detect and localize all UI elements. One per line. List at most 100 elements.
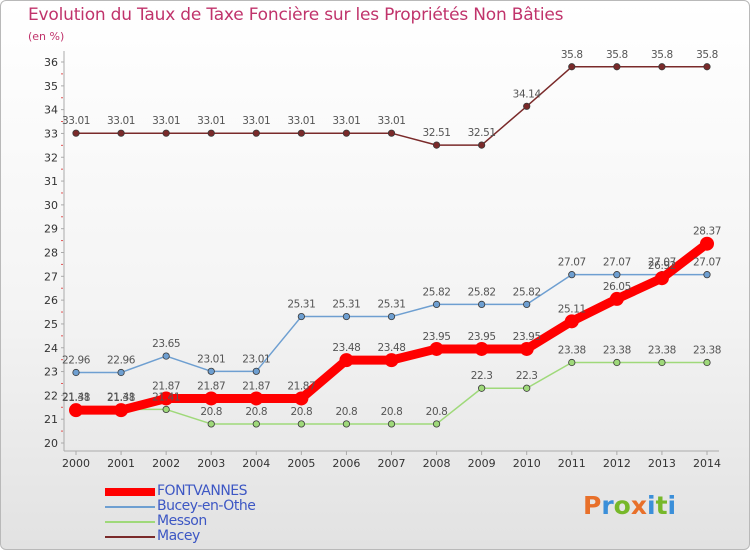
data-point-fontvannes xyxy=(474,341,489,356)
x-tick-label: 2011 xyxy=(558,457,586,470)
logo-letter: P xyxy=(583,491,602,520)
y-tick-label: 36 xyxy=(44,56,58,69)
data-point-macey xyxy=(252,129,260,137)
data-point-messon xyxy=(478,384,486,392)
data-label-messon: 23.38 xyxy=(693,345,721,357)
legend-label-macey: Macey xyxy=(157,528,200,544)
data-point-bucey-en-othe xyxy=(703,271,711,279)
x-tick-label: 2006 xyxy=(332,457,360,470)
y-tick-label: 34 xyxy=(44,104,58,117)
data-label-macey: 35.8 xyxy=(561,49,583,61)
y-tick-label: 33 xyxy=(44,127,58,140)
data-label-fontvannes: 26.92 xyxy=(648,260,676,272)
data-label-macey: 33.01 xyxy=(107,115,135,127)
legend-swatch-messon xyxy=(105,521,155,523)
data-label-messon: 23.38 xyxy=(648,345,676,357)
data-label-messon: 20.8 xyxy=(381,406,403,418)
data-point-fontvannes xyxy=(609,291,624,306)
x-tick-label: 2012 xyxy=(603,457,631,470)
data-point-bucey-en-othe xyxy=(478,300,486,309)
data-point-bucey-en-othe xyxy=(568,271,576,279)
data-label-bucey-en-othe: 25.31 xyxy=(377,299,405,311)
data-point-bucey-en-othe xyxy=(252,367,260,375)
x-tick-label: 2014 xyxy=(693,457,721,470)
unit-label: (en %) xyxy=(28,30,65,43)
data-label-macey: 33.01 xyxy=(197,115,225,127)
data-label-bucey-en-othe: 22.96 xyxy=(107,355,136,367)
data-label-macey: 32.51 xyxy=(423,127,451,139)
data-label-bucey-en-othe: 25.82 xyxy=(423,286,451,298)
data-point-messon xyxy=(703,358,711,367)
data-point-messon xyxy=(523,384,531,392)
logo-letter: i xyxy=(667,491,677,520)
data-label-fontvannes: 26.05 xyxy=(603,281,631,293)
data-point-macey xyxy=(658,63,666,71)
data-label-macey: 33.01 xyxy=(332,115,360,127)
x-tick-label: 2009 xyxy=(468,457,496,470)
data-label-fontvannes: 23.95 xyxy=(468,331,496,343)
legend-label-bucey-en-othe: Bucey-en-Othe xyxy=(157,498,256,514)
x-tick-label: 2007 xyxy=(378,457,406,470)
data-label-bucey-en-othe: 23.01 xyxy=(197,353,225,365)
y-tick-label: 21 xyxy=(44,413,58,426)
y-tick-label: 27 xyxy=(44,270,58,283)
x-tick-label: 2008 xyxy=(423,457,451,470)
data-label-messon: 21.41 xyxy=(62,391,90,403)
data-label-bucey-en-othe: 27.07 xyxy=(648,257,676,269)
data-label-messon: 22.3 xyxy=(471,370,493,382)
logo-letter: r xyxy=(601,491,614,520)
data-point-macey xyxy=(207,129,215,137)
data-label-fontvannes: 21.38 xyxy=(62,392,90,404)
data-label-bucey-en-othe: 25.82 xyxy=(513,286,541,298)
data-label-messon: 20.8 xyxy=(290,406,312,418)
y-tick-label: 22 xyxy=(44,389,58,402)
data-label-macey: 33.01 xyxy=(377,115,405,127)
data-point-macey xyxy=(117,129,125,137)
data-point-fontvannes xyxy=(159,391,174,406)
data-point-macey xyxy=(703,63,711,71)
logo-letter: t xyxy=(655,491,668,520)
data-label-bucey-en-othe: 25.82 xyxy=(468,286,496,298)
legend-item-macey: Macey xyxy=(105,528,365,545)
data-label-bucey-en-othe: 23.65 xyxy=(152,338,180,350)
data-point-macey xyxy=(432,141,441,149)
logo-letter: i xyxy=(647,491,656,520)
data-label-messon: 20.8 xyxy=(336,406,358,418)
data-label-messon: 21.41 xyxy=(107,391,135,403)
logo-letter: x xyxy=(630,491,647,520)
data-point-messon xyxy=(342,420,351,428)
data-label-bucey-en-othe: 27.07 xyxy=(558,257,586,269)
y-tick-label: 35 xyxy=(44,80,58,93)
data-point-fontvannes xyxy=(114,403,129,418)
data-label-macey: 34.14 xyxy=(513,88,542,100)
data-point-fontvannes xyxy=(519,341,534,356)
legend: FONTVANNES Bucey-en-Othe Messon Macey xyxy=(105,483,365,545)
data-point-fontvannes xyxy=(339,353,354,368)
y-tick-label: 31 xyxy=(44,175,58,188)
data-label-macey: 35.8 xyxy=(651,49,673,61)
x-tick-label: 2001 xyxy=(107,457,135,470)
data-label-messon: 20.8 xyxy=(200,406,222,418)
data-label-fontvannes: 21.87 xyxy=(152,380,180,392)
data-label-messon: 23.38 xyxy=(603,345,631,357)
data-label-fontvannes: 23.95 xyxy=(513,331,541,343)
data-label-messon: 20.8 xyxy=(245,406,267,418)
x-tick-label: 2004 xyxy=(242,457,270,470)
data-point-fontvannes xyxy=(384,353,399,368)
data-point-macey xyxy=(568,63,576,71)
data-label-bucey-en-othe: 25.31 xyxy=(332,299,360,311)
legend-swatch-bucey-en-othe xyxy=(105,506,155,508)
data-point-fontvannes xyxy=(249,391,264,406)
y-tick-label: 20 xyxy=(44,437,58,450)
data-point-fontvannes xyxy=(564,314,579,329)
logo-letter: o xyxy=(613,491,631,520)
data-point-bucey-en-othe xyxy=(72,368,80,377)
data-point-macey xyxy=(342,129,351,137)
data-label-bucey-en-othe: 25.31 xyxy=(287,299,315,311)
data-point-bucey-en-othe xyxy=(342,312,351,321)
x-tick-label: 2013 xyxy=(648,457,676,470)
data-point-macey xyxy=(387,129,396,137)
data-point-fontvannes xyxy=(429,341,444,356)
proxiti-logo: Proxiti xyxy=(583,491,676,520)
